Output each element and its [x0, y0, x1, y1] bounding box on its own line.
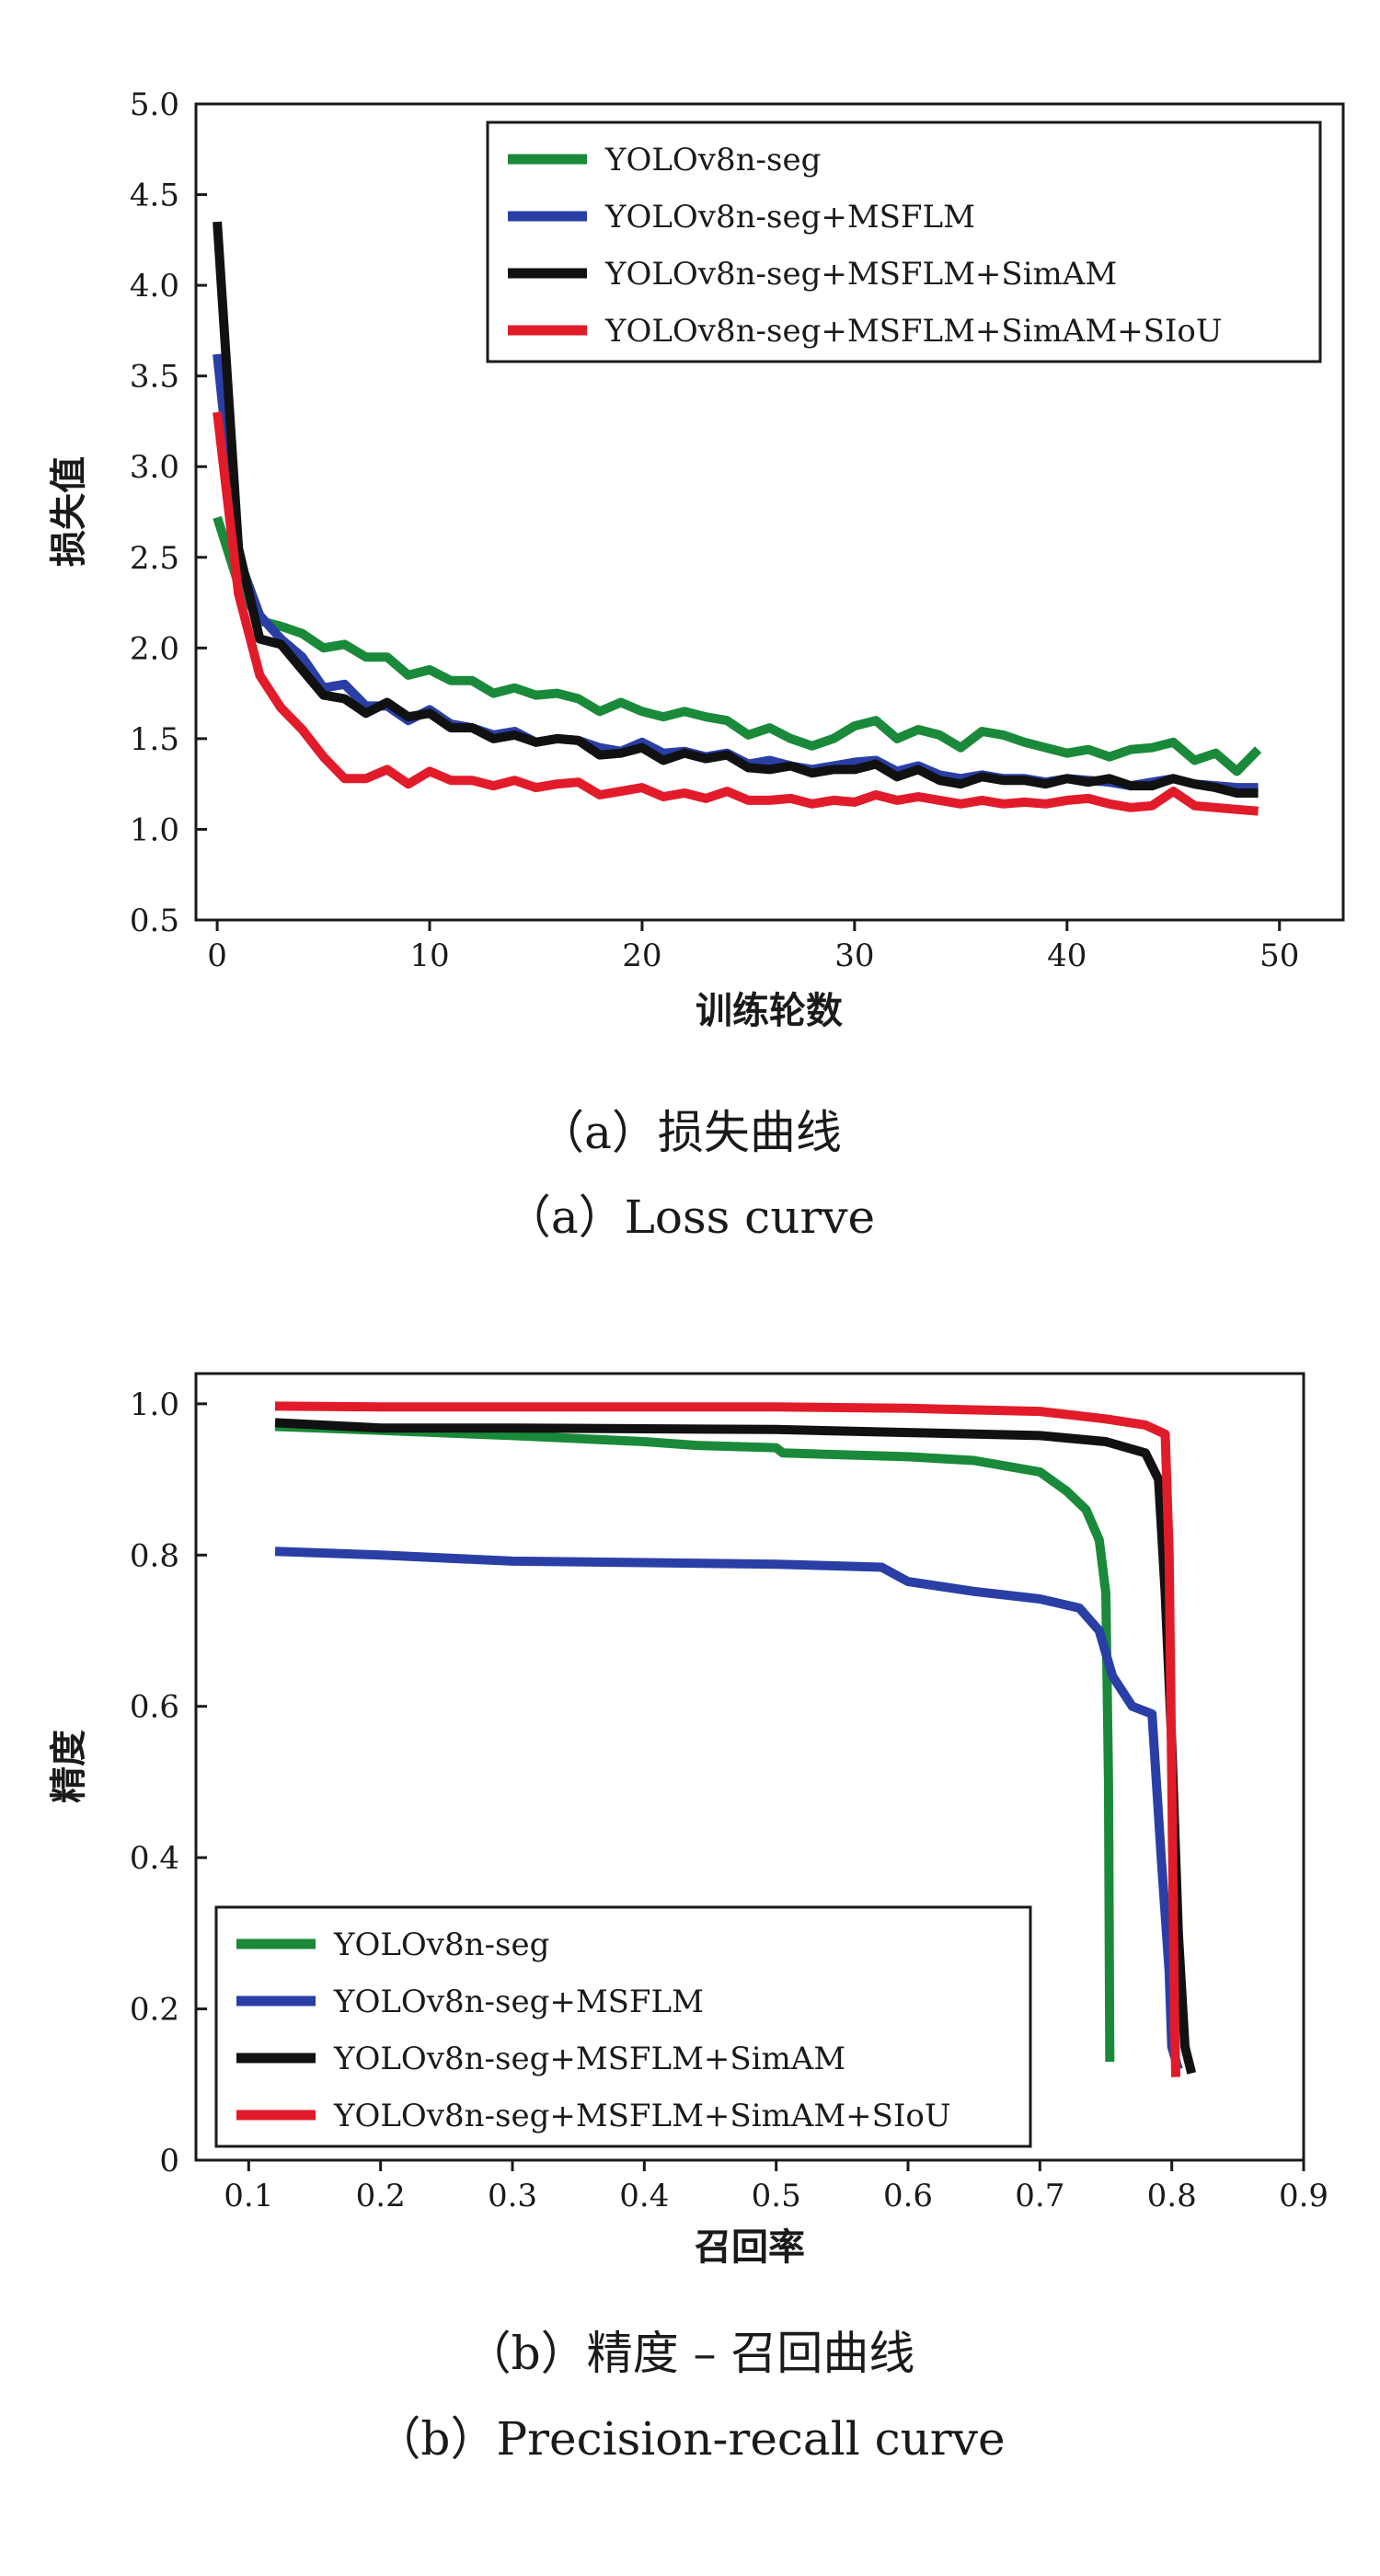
pr-chart: 0.1 0.2 0.3 0.4 0.5 0.6 0.7 0.8 0.9 0 0.2 0.4 0.6 0.8…	[47, 1372, 1328, 2466]
pr-y-tick-label: 0.8	[130, 1537, 179, 1574]
loss-legend-label: YOLOv8n-seg+MSFLM+SimAM	[604, 256, 1117, 293]
pr-x-tick-label: 0.9	[1279, 2178, 1328, 2214]
pr-x-tick-label: 0.1	[224, 2178, 273, 2214]
loss-y-axis-title: 损失值	[47, 456, 90, 567]
loss-line-yolov8n-seg-msflm-simam-siou	[213, 411, 1259, 816]
loss-caption-zh: （a）损失曲线	[538, 1106, 842, 1159]
loss-x-tick-label: 40	[1047, 937, 1087, 974]
pr-x-tick-label: 0.8	[1147, 2178, 1197, 2214]
loss-legend-label: YOLOv8n-seg+MSFLM+SimAM+SIoU	[604, 313, 1223, 350]
pr-y-tick-label: 1.0	[130, 1386, 179, 1423]
loss-y-tick-label: 4.5	[130, 178, 179, 214]
loss-x-tick-label: 30	[834, 937, 874, 974]
loss-y-tick-label: 4.0	[130, 268, 179, 305]
loss-axes: 0 10 20 30 40 50 0.5 1.0 1.5 2.0 2.5 3.0 3.5 4.0 4.5 5.…	[130, 86, 1299, 974]
pr-y-tick-label: 0	[159, 2143, 179, 2179]
pr-y-axis-title: 精度	[47, 1730, 90, 1803]
loss-y-tick-label: 5.0	[130, 86, 179, 123]
pr-line-yolov8n-seg-msflm	[274, 1547, 1183, 2071]
pr-plot-frame	[194, 1372, 1305, 2162]
pr-x-tick-label: 0.3	[488, 2178, 537, 2214]
pr-legend-frame	[214, 1905, 1032, 2148]
loss-x-tick-label: 10	[409, 937, 449, 974]
pr-legend: YOLOv8n-seg YOLOv8n-seg+MSFLM YOLOv8n-seg+…	[214, 1905, 1032, 2148]
loss-x-tick-label: 50	[1259, 937, 1299, 974]
pr-y-tick-label: 0.4	[130, 1840, 179, 1877]
pr-x-tick-label: 0.5	[752, 2178, 801, 2214]
loss-legend-label: YOLOv8n-seg+MSFLM	[604, 199, 975, 236]
loss-plot-frame	[194, 102, 1345, 922]
loss-caption-en: （a）Loss curve	[505, 1190, 875, 1244]
pr-series-lines	[274, 1401, 1197, 2077]
pr-x-tick-label: 0.6	[883, 2178, 933, 2214]
loss-legend-label: YOLOv8n-seg	[604, 142, 821, 178]
pr-caption-en: （b）Precision-recall curve	[374, 2412, 1005, 2466]
loss-x-tick-label: 0	[207, 937, 227, 974]
loss-chart: 0 10 20 30 40 50 0.5 1.0 1.5 2.0 2.5 3.0 3.5 4.0 4.5 5.…	[47, 86, 1345, 1244]
loss-y-tick-label: 0.5	[130, 903, 179, 939]
loss-y-tick-label: 1.0	[130, 811, 179, 848]
pr-legend-label: YOLOv8n-seg+MSFLM	[333, 1984, 704, 2020]
pr-line-yolov8n-seg	[274, 1421, 1115, 2063]
pr-x-axis-title: 召回率	[695, 2225, 805, 2269]
loss-x-tick-label: 20	[622, 937, 661, 974]
pr-legend-label: YOLOv8n-seg+MSFLM+SimAM+SIoU	[333, 2098, 951, 2134]
pr-axes: 0.1 0.2 0.3 0.4 0.5 0.6 0.7 0.8 0.9 0 0.2 0.4 0.6 0.8…	[130, 1386, 1328, 2214]
pr-x-tick-label: 0.7	[1015, 2178, 1064, 2214]
loss-y-tick-label: 1.5	[130, 721, 179, 758]
loss-line-yolov8n-seg-msflm-simam	[213, 221, 1259, 798]
pr-legend-label: YOLOv8n-seg+MSFLM+SimAM	[333, 2041, 845, 2077]
loss-y-tick-label: 3.5	[130, 359, 179, 396]
loss-legend: YOLOv8n-seg YOLOv8n-seg+MSFLM YOLOv8n-seg+…	[486, 121, 1322, 363]
loss-x-axis-title: 训练轮数	[696, 989, 843, 1032]
pr-x-tick-label: 0.4	[619, 2178, 669, 2214]
loss-y-tick-label: 2.5	[130, 540, 179, 577]
pr-line-yolov8n-seg-msflm-simam-siou	[274, 1401, 1180, 2077]
loss-series-lines	[213, 221, 1262, 816]
pr-y-tick-label: 0.6	[130, 1689, 179, 1726]
pr-x-tick-label: 0.2	[356, 2178, 406, 2214]
loss-legend-frame	[486, 121, 1322, 363]
loss-y-tick-label: 2.0	[130, 630, 179, 667]
loss-line-yolov8n-seg	[213, 515, 1262, 776]
pr-legend-label: YOLOv8n-seg	[333, 1926, 549, 1963]
pr-caption-zh: （b）精度 – 召回曲线	[466, 2327, 915, 2380]
pr-y-tick-label: 0.2	[130, 1992, 179, 2029]
loss-y-tick-label: 3.0	[130, 449, 179, 486]
